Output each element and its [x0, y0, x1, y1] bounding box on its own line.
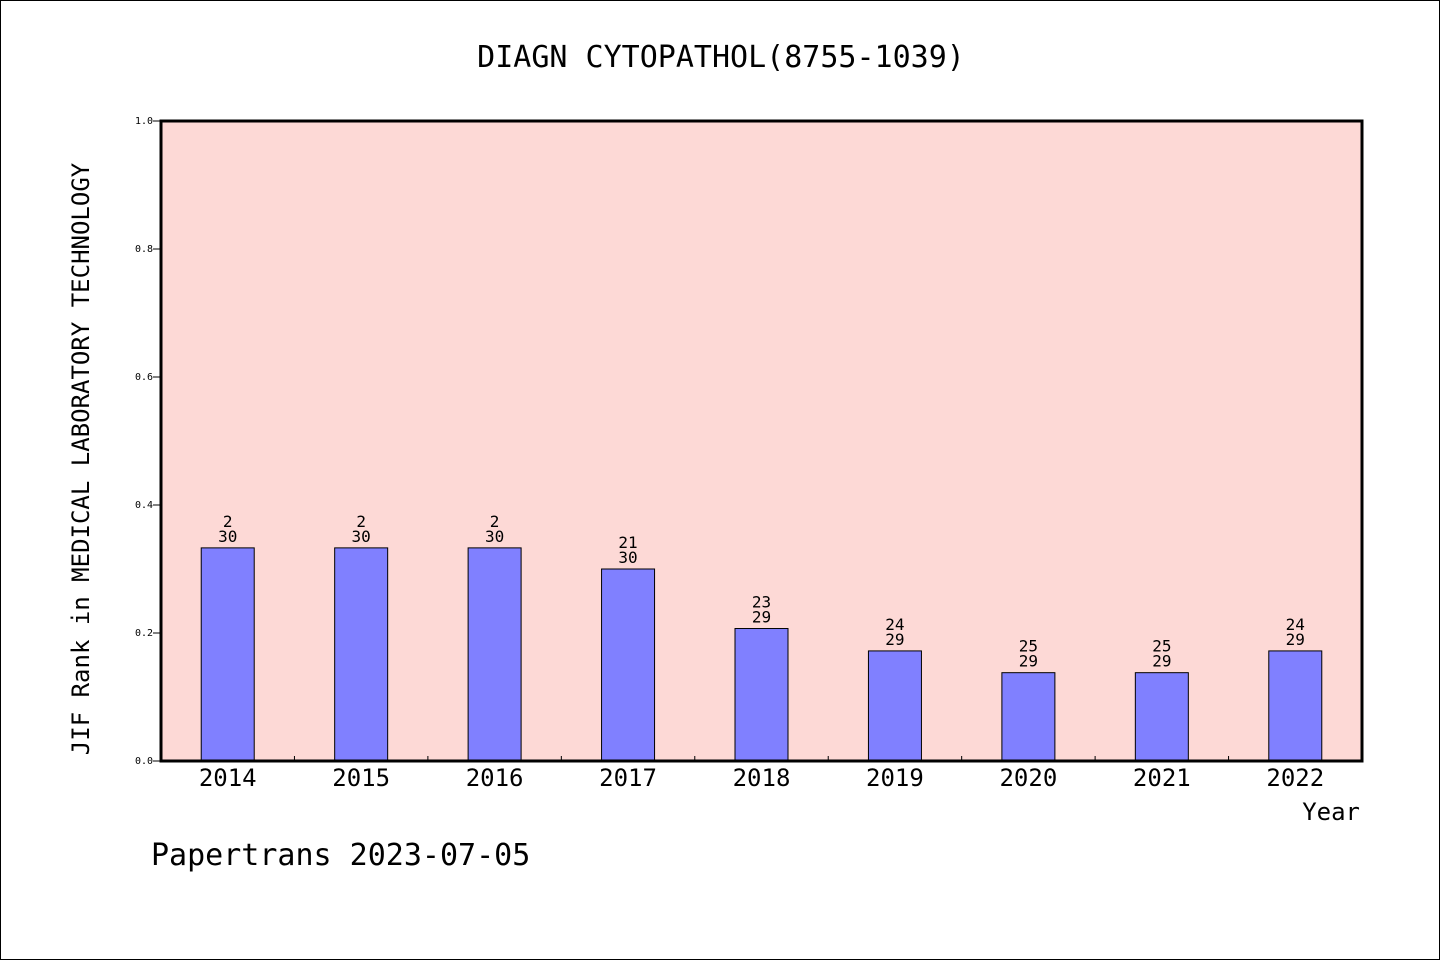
bar-total-label: 29	[752, 608, 771, 627]
x-tick-label: 2014	[199, 764, 257, 792]
x-tick-label: 2018	[733, 764, 791, 792]
bar-total-label: 29	[1152, 652, 1171, 671]
bar-total-label: 29	[1019, 652, 1038, 671]
bar-total-label: 30	[218, 527, 237, 546]
bar-rank-label: 24	[1286, 615, 1305, 634]
y-tick-label: 0.8	[135, 244, 153, 255]
bar-rank-label: 23	[752, 593, 771, 612]
y-axis-label: JIF Rank in MEDICAL LABORATORY TECHNOLOG…	[67, 162, 95, 755]
bar-2021	[1134, 672, 1189, 762]
y-tick-label: 1.0	[135, 116, 153, 127]
y-tick-label: 0.2	[135, 628, 153, 639]
y-axis: 0.0 0.2 0.4 0.6 0.8 1.0	[135, 116, 161, 767]
chart-title: DIAGN CYTOPATHOL(8755-1039)	[477, 40, 965, 75]
x-tick-label: 2020	[999, 764, 1057, 792]
bar-2015	[334, 547, 389, 762]
bar-total-label: 30	[618, 548, 637, 567]
x-tick-label: 2019	[866, 764, 924, 792]
bar-2014	[200, 547, 255, 762]
y-tick-label: 0.0	[135, 756, 153, 767]
x-tick-label: 2017	[599, 764, 657, 792]
bar-rank-label: 2	[356, 512, 366, 531]
bar-rank-label: 2	[223, 512, 233, 531]
bar-total-label: 29	[1286, 630, 1305, 649]
footer-text: Papertrans 2023-07-05	[151, 838, 530, 873]
bar-total-label: 29	[885, 630, 904, 649]
bar-total-label: 30	[352, 527, 371, 546]
x-tick-label: 2021	[1133, 764, 1191, 792]
y-tick-label: 0.6	[135, 372, 153, 383]
bars-group	[200, 547, 1323, 762]
bar-2017	[601, 568, 656, 762]
x-axis: 2014 2015 2016 2017 2018 2019 2020 2021 2022	[199, 756, 1324, 792]
bar-rank-label: 24	[885, 615, 904, 634]
bar-rank-label: 25	[1019, 637, 1038, 656]
bar-2019	[867, 650, 922, 762]
x-tick-label: 2015	[332, 764, 390, 792]
bar-2020	[1001, 672, 1056, 762]
bar-rank-label: 2	[490, 512, 500, 531]
bar-rank-label: 21	[618, 533, 637, 552]
x-tick-label: 2016	[466, 764, 524, 792]
plot-border	[159, 119, 1364, 763]
x-axis-label: Year	[1302, 798, 1360, 826]
x-tick-label: 2022	[1266, 764, 1324, 792]
bar-2018	[734, 628, 789, 762]
bar-2016	[467, 547, 522, 762]
y-tick-label: 0.4	[135, 500, 153, 511]
bar-total-label: 30	[485, 527, 504, 546]
bar-2022	[1268, 650, 1323, 762]
bar-rank-label: 25	[1152, 637, 1171, 656]
